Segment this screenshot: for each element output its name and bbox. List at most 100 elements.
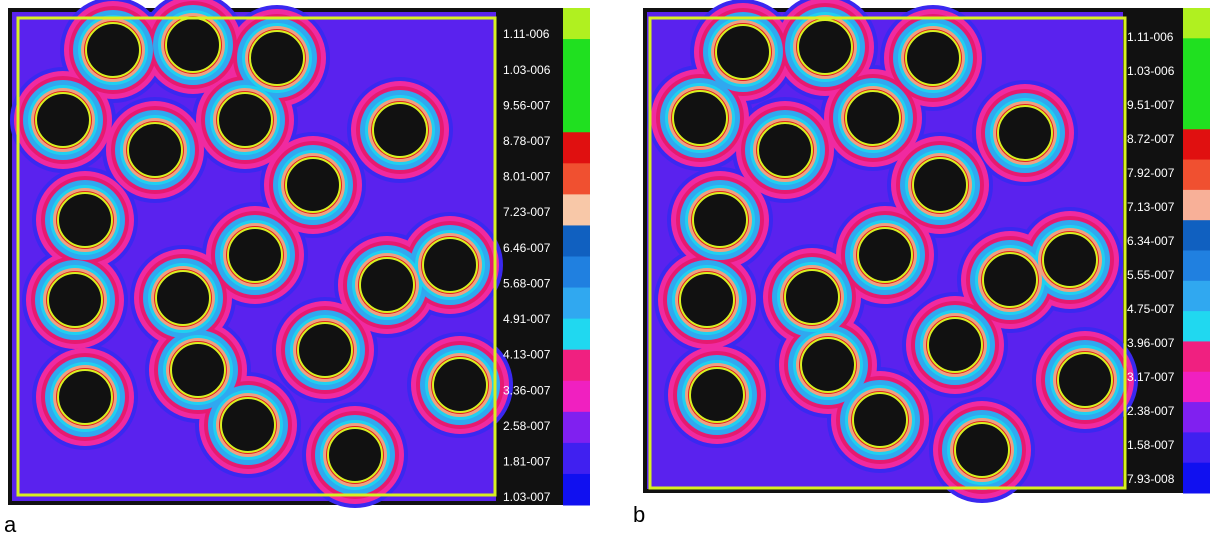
colorbar-label: 3.17-007	[1127, 370, 1175, 384]
fiber	[170, 342, 226, 398]
fiber	[422, 237, 478, 293]
colorbar-swatch	[1183, 250, 1210, 282]
fiber	[359, 257, 415, 313]
colorbar-swatch	[563, 380, 590, 413]
colorbar-swatch	[1183, 129, 1210, 161]
colorbar-label: 2.38-007	[1127, 404, 1175, 418]
colorbar-label: 1.11-006	[1127, 30, 1174, 44]
colorbar-swatch	[1183, 220, 1210, 251]
fiber	[1042, 232, 1098, 288]
fiber	[220, 397, 276, 453]
colorbar-label: 1.03-007	[503, 490, 551, 504]
fiber	[715, 24, 771, 80]
colorbar-label: 1.03-006	[1127, 64, 1175, 78]
fiber	[155, 270, 211, 326]
colorbar-swatch	[1183, 432, 1210, 464]
colorbar-swatch	[563, 287, 590, 320]
colorbar-label: 4.13-007	[503, 348, 551, 362]
colorbar-swatch	[1183, 280, 1210, 312]
colorbar-swatch	[1183, 402, 1210, 433]
fiber	[217, 92, 273, 148]
colorbar-label: 1.58-007	[1127, 438, 1175, 452]
colorbar-label: 6.34-007	[1127, 234, 1175, 248]
fiber	[692, 192, 748, 248]
colorbar-swatch	[563, 318, 590, 351]
fiber	[1057, 352, 1113, 408]
colorbar-label: 5.68-007	[503, 276, 551, 290]
domain-border	[648, 16, 1127, 490]
panel: 1.11-006 1.03-006 9.56-007 8.78-007 8.01-007…	[8, 0, 590, 508]
colorbar-label: 3.36-007	[503, 383, 551, 397]
colorbar-label: 9.51-007	[1127, 98, 1175, 112]
panel-label: a	[4, 512, 17, 537]
colorbar-label: 6.46-007	[503, 241, 551, 255]
fiber	[672, 90, 728, 146]
colorbar-label: 3.96-007	[1127, 336, 1175, 350]
colorbar-swatch	[1183, 8, 1210, 39]
fiber	[432, 357, 488, 413]
panel: 1.11-006 1.03-006 9.51-007 8.72-007 7.92-007…	[643, 0, 1210, 503]
colorbar-label: 7.13-007	[1127, 200, 1175, 214]
fiber	[249, 30, 305, 86]
colorbar-label: 2.58-007	[503, 419, 551, 433]
colorbar-label: 7.92-007	[1127, 166, 1175, 180]
fiber	[954, 422, 1010, 478]
fiber	[47, 272, 103, 328]
colorbar-label: 9.56-007	[503, 98, 551, 112]
fiber	[327, 427, 383, 483]
colorbar-label: 4.91-007	[503, 312, 551, 326]
colorbar-swatch	[563, 70, 590, 102]
colorbar-label: 4.75-007	[1127, 302, 1175, 316]
domain-border	[16, 16, 497, 497]
colorbar-swatch	[1183, 98, 1210, 130]
colorbar-swatch	[563, 225, 590, 257]
fiber	[372, 102, 428, 158]
colorbar-swatch	[1183, 341, 1210, 373]
fiber	[912, 157, 968, 213]
colorbar-swatch	[1183, 159, 1210, 191]
colorbar-swatch	[1183, 189, 1210, 221]
colorbar-label: 1.81-007	[503, 455, 551, 469]
fiber	[57, 192, 113, 248]
fiber	[285, 157, 341, 213]
colorbar-swatch	[1183, 311, 1210, 342]
fiber	[757, 122, 813, 178]
fiber	[982, 252, 1038, 308]
fiber	[784, 269, 840, 325]
colorbar-label: 7.93-008	[1127, 472, 1175, 486]
colorbar-swatch	[1183, 462, 1210, 494]
fiber	[297, 322, 353, 378]
colorbar-label: 8.78-007	[503, 134, 551, 148]
colorbar-swatch	[563, 39, 590, 71]
fiber	[857, 227, 913, 283]
colorbar-label: 1.03-006	[503, 63, 551, 77]
fiber	[679, 272, 735, 328]
colorbar-label: 8.01-007	[503, 170, 551, 184]
colorbar-swatch	[563, 132, 590, 164]
colorbar-swatch	[1183, 371, 1210, 403]
colorbar-swatch	[563, 349, 590, 382]
fiber	[927, 317, 983, 373]
colorbar-swatch	[563, 473, 590, 506]
panel-label: b	[633, 502, 645, 527]
fiber	[35, 92, 91, 148]
fiber	[127, 122, 183, 178]
colorbar-swatch	[1183, 38, 1210, 70]
fiber	[797, 19, 853, 75]
colorbar-label: 7.23-007	[503, 205, 551, 219]
fiber	[997, 105, 1053, 161]
colorbar-swatch	[563, 411, 590, 444]
fiber	[57, 369, 113, 425]
fiber	[852, 392, 908, 448]
colorbar-swatch	[563, 256, 590, 289]
colorbar-label: 8.72-007	[1127, 132, 1175, 146]
colorbar-swatch	[563, 194, 590, 226]
fiber	[85, 22, 141, 78]
fiber	[165, 17, 221, 73]
fiber	[800, 337, 856, 393]
colorbar-swatch	[563, 8, 590, 40]
colorbar-swatch	[1183, 68, 1210, 100]
fiber	[845, 90, 901, 146]
fiber	[905, 30, 961, 86]
